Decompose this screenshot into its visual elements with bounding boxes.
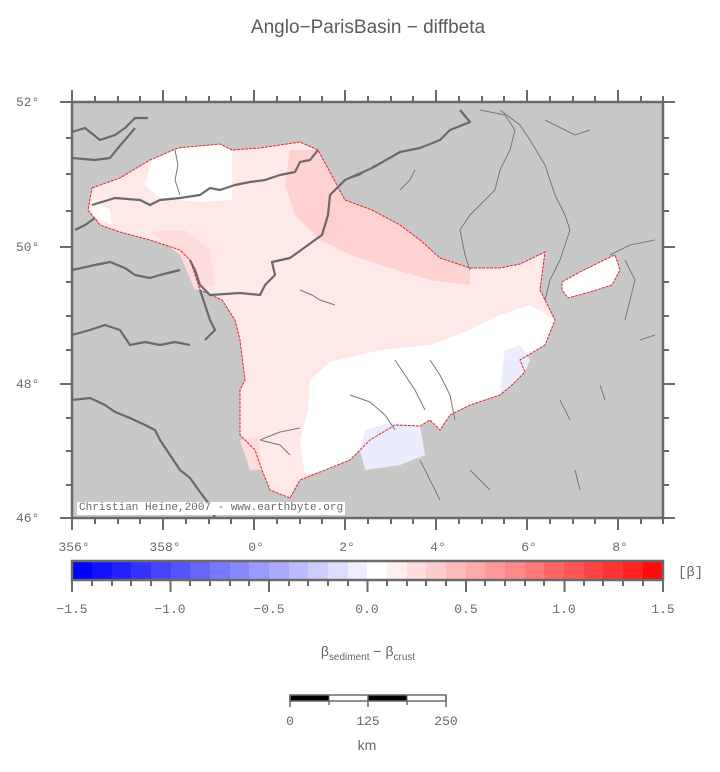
lat-label-50: 50° bbox=[16, 240, 40, 255]
scale-bar bbox=[289, 694, 447, 707]
beta-symbol: β bbox=[385, 643, 394, 659]
lon-label-6: 6° bbox=[521, 540, 537, 555]
lon-label-8: 8° bbox=[612, 540, 628, 555]
lat-label-52: 52° bbox=[16, 95, 40, 110]
coastlines bbox=[72, 109, 472, 518]
subscript-crust: crust bbox=[393, 652, 416, 663]
lat-label-46: 46° bbox=[16, 511, 40, 526]
basin-outlier bbox=[561, 254, 621, 299]
lon-label-358: 358° bbox=[149, 540, 181, 555]
rivers bbox=[174, 109, 656, 501]
colorbar-tick-label: 1.5 bbox=[651, 602, 675, 617]
axis-ticks bbox=[60, 90, 675, 530]
colorbar bbox=[70, 559, 665, 592]
scale-label-0: 0 bbox=[286, 714, 294, 729]
colorbar-tick-label: −0.5 bbox=[253, 602, 285, 617]
beta-symbol: β bbox=[320, 643, 329, 659]
scale-label-250: 250 bbox=[434, 714, 458, 729]
subscript-sediment: sediment bbox=[328, 652, 370, 663]
colorbar-tick-label: 0.5 bbox=[454, 602, 478, 617]
scale-label-125: 125 bbox=[356, 714, 380, 729]
lon-label-0: 0° bbox=[248, 540, 264, 555]
colorbar-tick-label: 1.0 bbox=[552, 602, 576, 617]
colorbar-unit: [β] bbox=[678, 565, 704, 581]
map-credit: Christian Heine,2007 - www.earthbyte.org bbox=[77, 502, 346, 515]
lon-label-2: 2° bbox=[339, 540, 355, 555]
minus-sign: − bbox=[369, 643, 386, 659]
scale-unit: km bbox=[357, 737, 377, 753]
lon-label-356: 356° bbox=[58, 540, 90, 555]
lat-label-48: 48° bbox=[16, 377, 40, 392]
colorbar-tick-label: 0.0 bbox=[355, 602, 379, 617]
colorbar-tick-label: −1.5 bbox=[56, 602, 88, 617]
colorbar-tick-label: −1.0 bbox=[154, 602, 186, 617]
map-title: Anglo−ParisBasin − diffbeta bbox=[250, 17, 486, 38]
colorbar-title: βsediment − βcrust bbox=[0, 643, 720, 663]
lon-label-4: 4° bbox=[430, 540, 446, 555]
